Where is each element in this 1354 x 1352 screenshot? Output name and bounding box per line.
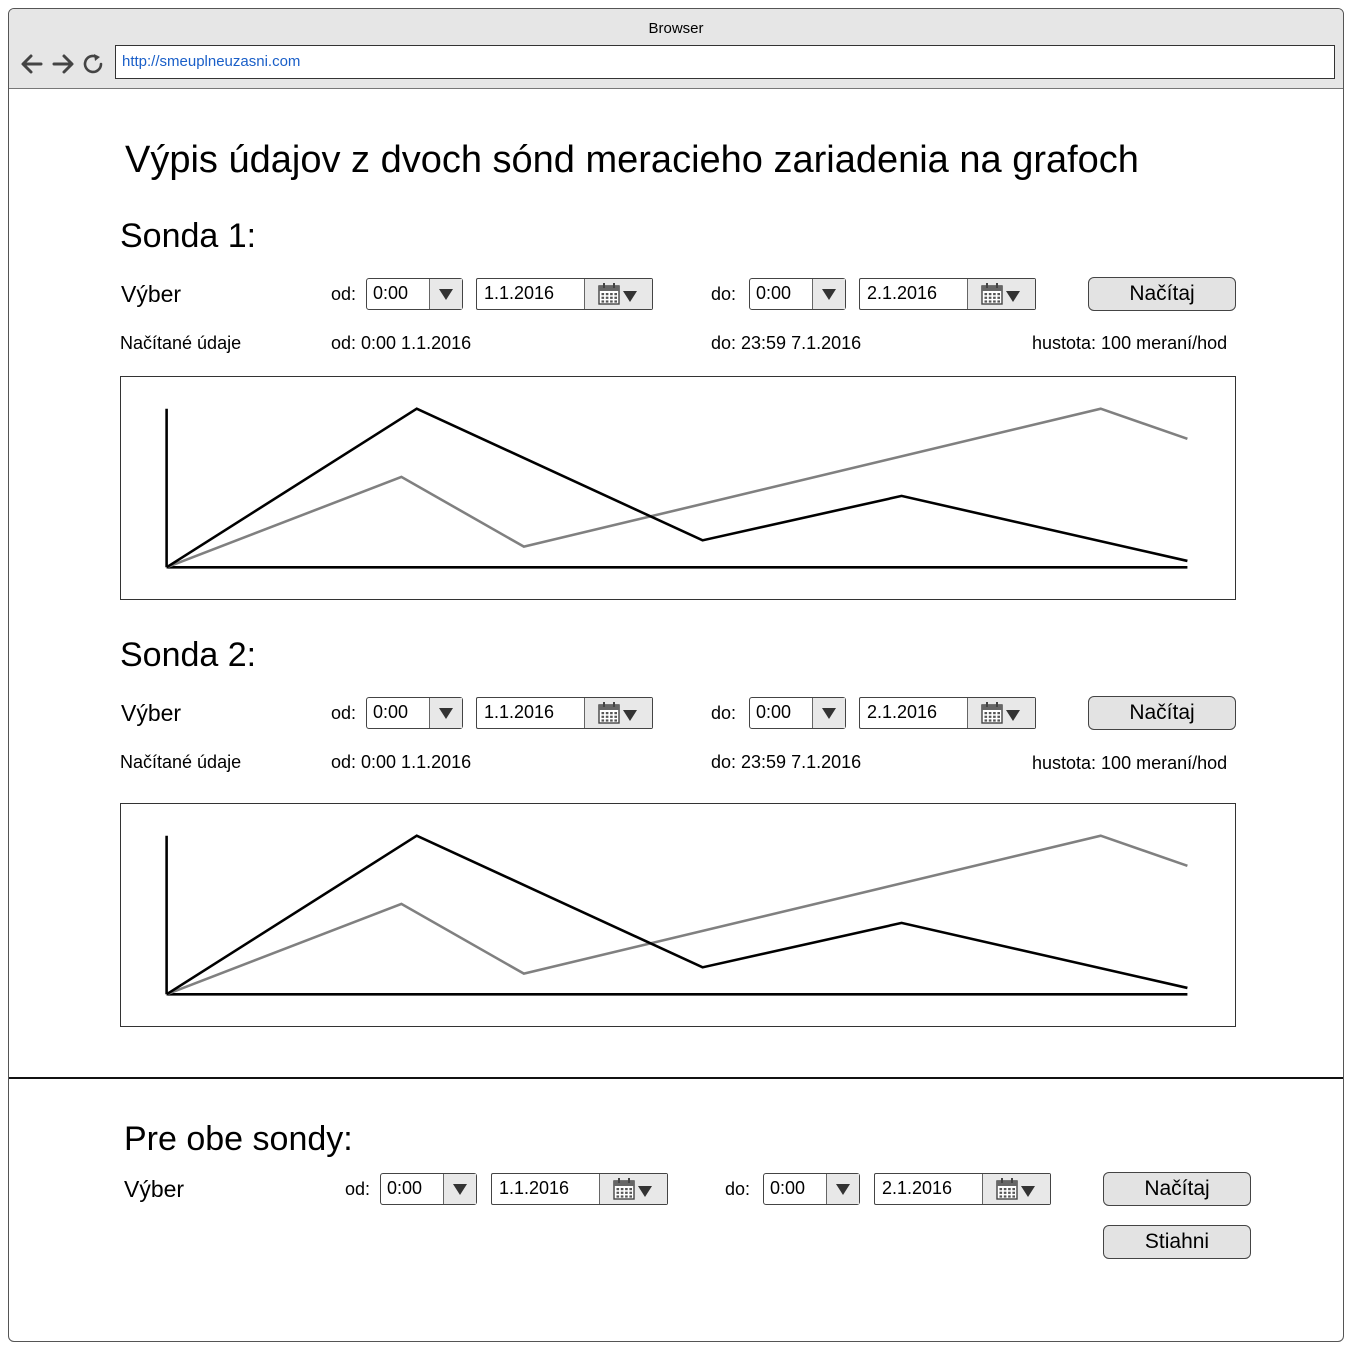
probe-1-to-time-value: 0:00 <box>756 283 792 303</box>
probe-2-from-time-select[interactable]: 0:00 <box>366 697 463 729</box>
probe-2-from-date-value: 1.1.2016 <box>484 702 555 722</box>
probe-1-chart <box>120 376 1236 600</box>
probe-1-loaded-from: od: 0:00 1.1.2016 <box>331 333 472 353</box>
probe-2-to-date-field[interactable]: 2.1.2016 <box>859 697 1036 729</box>
probe-1-loaded-to: do: 23:59 7.1.2016 <box>711 333 862 353</box>
browser-titlebar: Browser http://smeuplneuzasni.com <box>9 9 1343 89</box>
dropdown-arrow-icon[interactable] <box>429 698 462 728</box>
both-to-date-field[interactable]: 2.1.2016 <box>874 1173 1051 1205</box>
dropdown-arrow-icon[interactable] <box>443 1174 476 1204</box>
probe-1-from-date-value: 1.1.2016 <box>484 283 555 303</box>
forward-arrow-icon[interactable] <box>50 52 76 76</box>
probe-2-loaded-label: Načítané údaje <box>120 752 242 772</box>
window-title: Browser <box>648 20 704 37</box>
both-to-time-value: 0:00 <box>770 1178 806 1198</box>
probe-1-loaded-label: Načítané údaje <box>120 333 242 353</box>
probe-2-to-date-value: 2.1.2016 <box>867 702 938 722</box>
back-arrow-icon[interactable] <box>19 52 45 76</box>
chart-series-line-2 <box>166 834 1188 996</box>
probe-2-loaded-from: od: 0:00 1.1.2016 <box>331 752 472 772</box>
probe-2-density: hustota: 100 meraní/hod <box>1032 753 1228 773</box>
both-from-time-value: 0:00 <box>387 1178 423 1198</box>
both-from-time-select[interactable]: 0:00 <box>380 1173 477 1205</box>
url-bar[interactable]: http://smeuplneuzasni.com <box>115 45 1335 79</box>
browser-window: Browser http://smeuplneuzasni.com Výpis … <box>8 8 1344 1342</box>
probe-1-from-time-select[interactable]: 0:00 <box>366 278 463 310</box>
dropdown-arrow-icon[interactable] <box>429 279 462 309</box>
probe-2-from-label: od: <box>331 703 357 723</box>
both-from-date-field[interactable]: 1.1.2016 <box>491 1173 668 1205</box>
both-load-button[interactable]: Načítaj <box>1103 1172 1251 1206</box>
probe-1-to-date-value: 2.1.2016 <box>867 283 938 303</box>
probe-2-to-time-value: 0:00 <box>756 702 792 722</box>
probe-1-to-time-select[interactable]: 0:00 <box>749 278 846 310</box>
dropdown-arrow-icon[interactable] <box>826 1174 859 1204</box>
both-selection-label: Výber <box>124 1176 185 1202</box>
reload-icon[interactable] <box>81 52 107 76</box>
dropdown-arrow-icon[interactable] <box>812 279 845 309</box>
calendar-icon[interactable] <box>967 279 1035 309</box>
probe-2-to-label: do: <box>711 703 737 723</box>
chart-series-line-1 <box>165 834 1188 996</box>
probe-1-to-date-field[interactable]: 2.1.2016 <box>859 278 1036 310</box>
both-from-label: od: <box>345 1179 371 1199</box>
calendar-icon[interactable] <box>967 698 1035 728</box>
probe-1-from-time-value: 0:00 <box>373 283 409 303</box>
both-heading: Pre obe sondy: <box>124 1120 353 1158</box>
calendar-icon[interactable] <box>599 1174 667 1204</box>
chart-series-line-1 <box>165 407 1188 569</box>
probe-1-from-date-field[interactable]: 1.1.2016 <box>476 278 653 310</box>
download-button[interactable]: Stiahni <box>1103 1225 1251 1259</box>
probe-2-to-time-select[interactable]: 0:00 <box>749 697 846 729</box>
probe-1-heading: Sonda 1: <box>120 217 257 255</box>
probe-2-heading: Sonda 2: <box>120 636 257 674</box>
probe-2-load-button[interactable]: Načítaj <box>1088 696 1236 730</box>
dropdown-arrow-icon[interactable] <box>812 698 845 728</box>
calendar-icon[interactable] <box>584 698 652 728</box>
probe-1-from-label: od: <box>331 284 357 304</box>
probe-2-from-date-field[interactable]: 1.1.2016 <box>476 697 653 729</box>
section-divider <box>9 1077 1343 1079</box>
both-to-label: do: <box>725 1179 751 1199</box>
both-to-time-select[interactable]: 0:00 <box>763 1173 860 1205</box>
probe-1-to-label: do: <box>711 284 737 304</box>
calendar-icon[interactable] <box>982 1174 1050 1204</box>
probe-2-loaded-to: do: 23:59 7.1.2016 <box>711 752 862 772</box>
probe-2-selection-label: Výber <box>121 700 182 726</box>
probe-2-chart <box>120 803 1236 1027</box>
chart-series-line-2 <box>166 407 1188 569</box>
calendar-icon[interactable] <box>584 279 652 309</box>
probe-2-from-time-value: 0:00 <box>373 702 409 722</box>
probe-1-load-button[interactable]: Načítaj <box>1088 277 1236 311</box>
probe-1-density: hustota: 100 meraní/hod <box>1032 333 1228 353</box>
page-title: Výpis údajov z dvoch sónd meracieho zari… <box>125 139 1139 181</box>
both-from-date-value: 1.1.2016 <box>499 1178 570 1198</box>
probe-1-selection-label: Výber <box>121 281 182 307</box>
both-to-date-value: 2.1.2016 <box>882 1178 953 1198</box>
